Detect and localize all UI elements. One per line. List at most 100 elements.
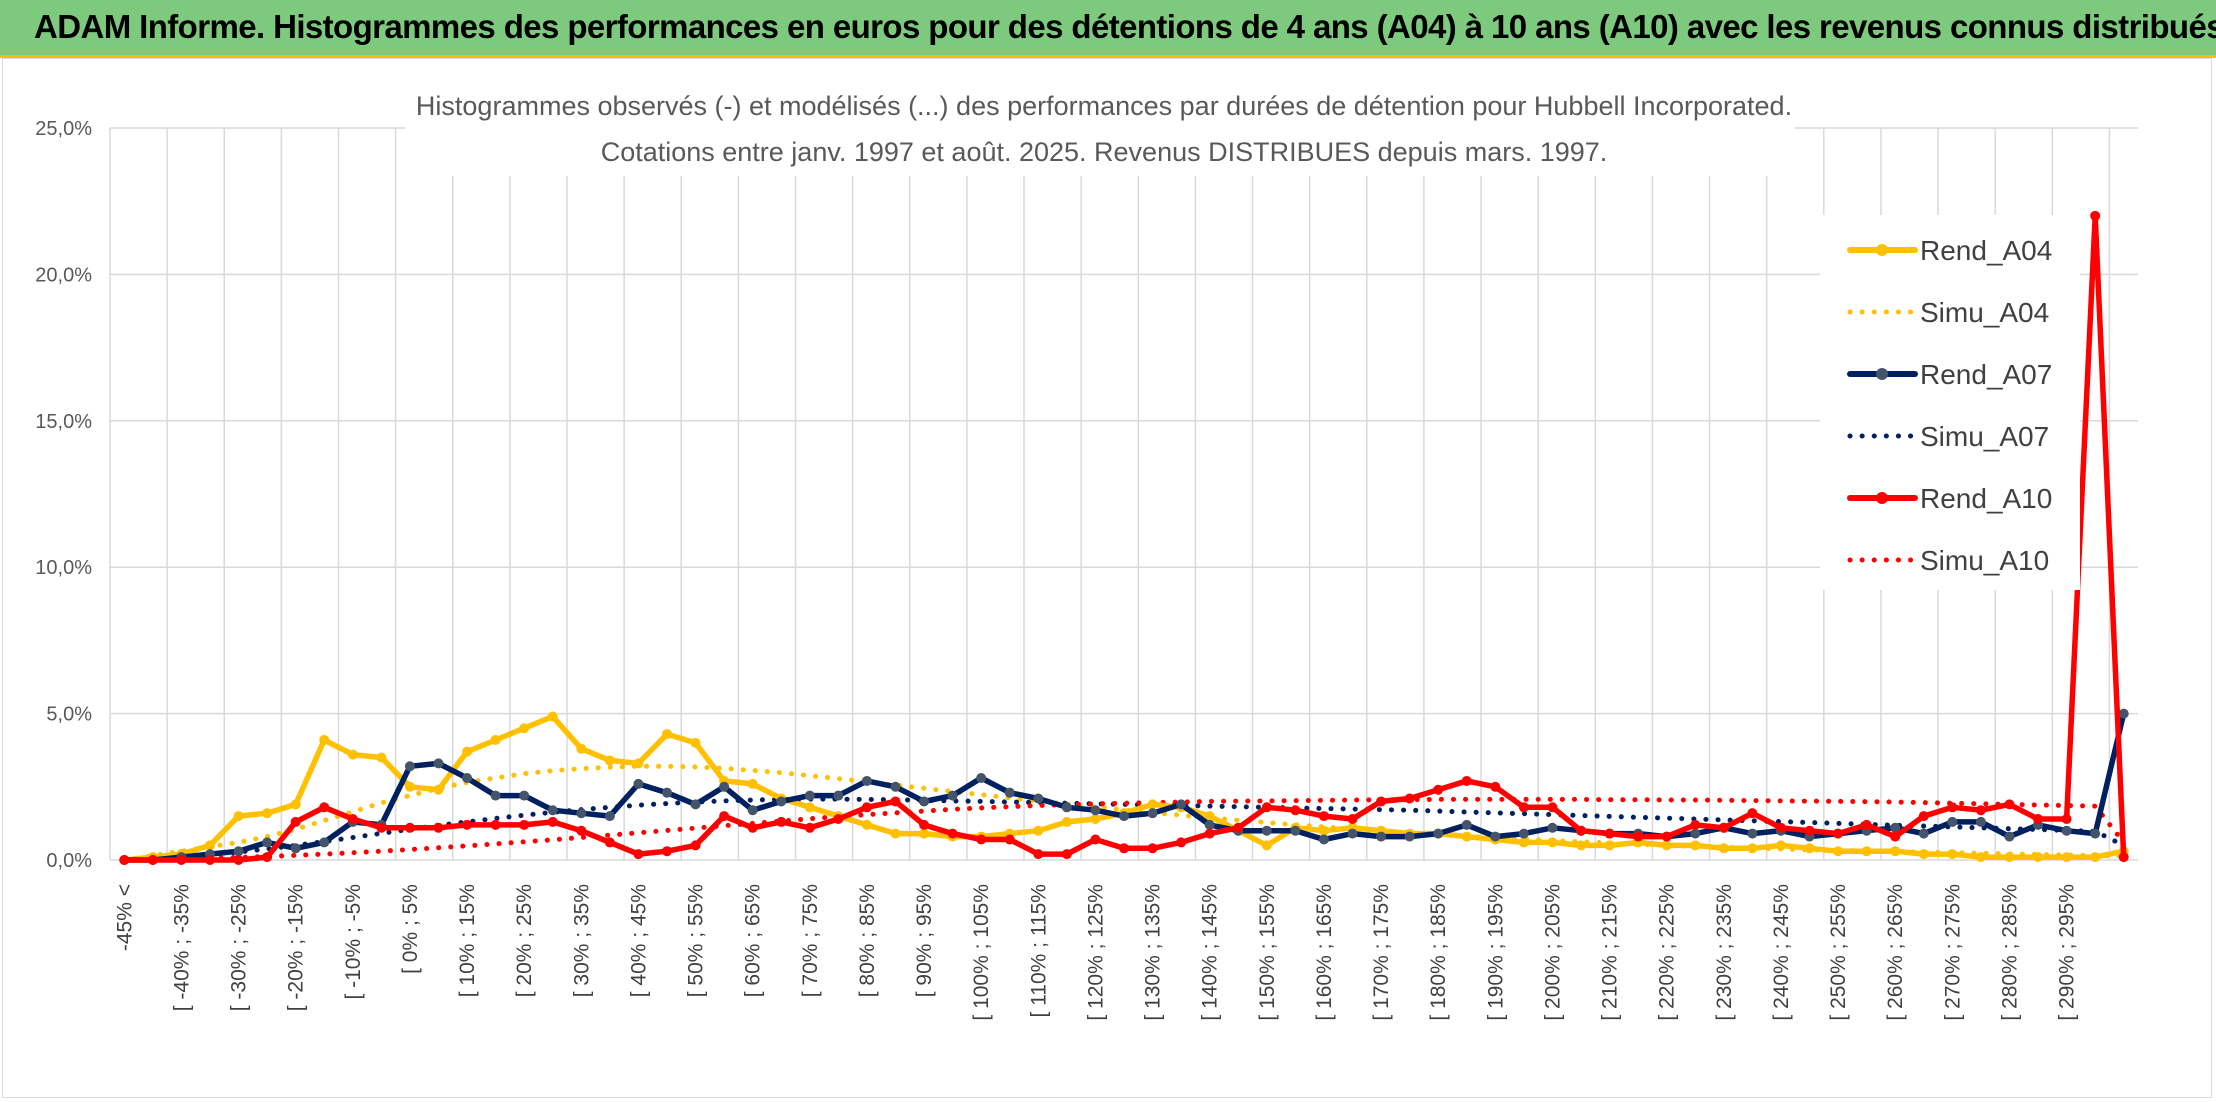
data-point-rend-a07	[1090, 805, 1101, 816]
data-point-rend-a10	[1033, 849, 1044, 860]
series-line-simu-a04	[121, 763, 2127, 863]
legend-label-simu-a10: Simu_A10	[1920, 545, 2049, 576]
data-point-rend-a10	[2004, 799, 2015, 810]
data-point-rend-a07	[462, 773, 473, 784]
x-tick-label: [ 70% ; 75%	[799, 884, 822, 997]
data-point-rend-a10	[1604, 828, 1615, 839]
data-point-rend-a07	[1033, 793, 1044, 804]
data-point-rend-a07	[833, 790, 844, 801]
data-point-rend-a07	[1947, 816, 1958, 827]
data-point-rend-a07	[1404, 831, 1415, 842]
data-point-rend-a10	[147, 855, 158, 865]
data-point-rend-a10	[1547, 802, 1558, 813]
x-tick-label: [ 160% ; 165%	[1313, 884, 1336, 1021]
data-point-rend-a04	[1604, 840, 1615, 851]
data-point-rend-a10	[547, 816, 558, 827]
data-point-rend-a04	[233, 811, 244, 822]
data-point-rend-a04	[1318, 825, 1329, 836]
data-point-rend-a07	[1547, 822, 1558, 833]
data-point-rend-a10	[1290, 805, 1301, 816]
series-line-simu-a10	[121, 796, 2127, 863]
data-point-rend-a07	[2004, 831, 2015, 842]
data-point-rend-a04	[1461, 831, 1472, 842]
legend-label-rend-a10: Rend_A10	[1920, 483, 2052, 514]
data-point-rend-a04	[1833, 846, 1844, 857]
data-point-rend-a07	[1376, 831, 1387, 842]
data-point-rend-a07	[2061, 825, 2072, 836]
y-axis-ticks: 0,0% 5,0% 10,0% 15,0% 20,0% 25,0%	[35, 118, 92, 872]
x-tick-label: [ 200% ; 205%	[1541, 884, 1564, 1021]
data-point-rend-a07	[1004, 787, 1015, 798]
data-point-rend-a07	[576, 808, 587, 819]
x-tick-label: [ 280% ; 285%	[1998, 884, 2021, 1021]
data-point-rend-a10	[1347, 814, 1358, 825]
data-point-rend-a04	[690, 737, 701, 748]
x-tick-label: [ 250% ; 255%	[1827, 884, 1850, 1021]
data-point-rend-a10	[919, 819, 930, 830]
data-point-rend-a10	[604, 837, 615, 848]
legend-marker-rend-a10	[1876, 492, 1888, 504]
data-point-rend-a04	[633, 758, 644, 769]
y-tick-label: 10,0%	[35, 557, 92, 579]
x-tick-label: [ 20% ; 25%	[513, 884, 536, 997]
data-point-rend-a04	[1576, 840, 1587, 851]
data-point-rend-a10	[462, 819, 473, 830]
chart-title-line-1: Histogrammes observés (-) et modélisés (…	[416, 91, 1792, 121]
x-tick-label: [ 260% ; 265%	[1884, 884, 1907, 1021]
data-point-rend-a07	[519, 790, 530, 801]
data-point-rend-a10	[1147, 843, 1158, 854]
data-point-rend-a07	[433, 758, 444, 769]
x-axis-ticks: -45% < [ -40% ; -35% [ -30% ; -25% [ -20% ;…	[113, 884, 2078, 1021]
data-point-rend-a07	[1347, 828, 1358, 839]
data-point-rend-a04	[319, 734, 330, 745]
y-tick-label: 20,0%	[35, 264, 92, 286]
data-point-rend-a04	[490, 734, 501, 745]
data-point-rend-a10	[576, 825, 587, 836]
report-banner: ADAM Informe. Histogrammes des performan…	[0, 0, 2216, 58]
x-tick-label: [ 120% ; 125%	[1084, 884, 1107, 1021]
legend-label-simu-a04: Simu_A04	[1920, 297, 2049, 328]
data-point-rend-a04	[1747, 843, 1758, 854]
chart-title-background	[405, 84, 1795, 176]
data-point-rend-a07	[1918, 828, 1929, 839]
data-point-rend-a04	[347, 749, 358, 760]
data-point-rend-a10	[404, 822, 415, 833]
legend-label-rend-a07: Rend_A07	[1920, 359, 2052, 390]
data-point-rend-a10	[176, 855, 187, 865]
data-point-rend-a07	[861, 775, 872, 786]
x-tick-label: [ -10% ; -5%	[342, 884, 365, 1000]
x-tick-label: [ 90% ; 95%	[913, 884, 936, 997]
x-tick-label: [ 210% ; 215%	[1599, 884, 1622, 1021]
data-point-rend-a04	[404, 781, 415, 792]
data-point-rend-a07	[2118, 708, 2129, 719]
data-point-rend-a04	[919, 828, 930, 839]
data-point-rend-a04	[604, 755, 615, 766]
legend-background	[1820, 215, 2080, 590]
data-point-rend-a10	[690, 840, 701, 851]
y-tick-label: 25,0%	[35, 118, 92, 140]
data-point-rend-a10	[1518, 802, 1529, 813]
data-point-rend-a04	[861, 819, 872, 830]
data-point-rend-a10	[1833, 828, 1844, 839]
data-point-rend-a10	[1404, 793, 1415, 804]
data-point-rend-a04	[1861, 846, 1872, 857]
data-point-rend-a10	[376, 822, 387, 833]
legend-marker-rend-a07	[1876, 368, 1888, 380]
data-point-rend-a07	[1490, 831, 1501, 842]
data-point-rend-a10	[1690, 819, 1701, 830]
data-point-rend-a04	[1890, 846, 1901, 857]
series-line-simu-a07	[121, 796, 2127, 863]
data-point-rend-a07	[1204, 819, 1215, 830]
data-point-rend-a04	[1775, 840, 1786, 851]
data-point-rend-a10	[490, 819, 501, 830]
x-tick-label: [ 50% ; 55%	[685, 884, 708, 997]
data-point-rend-a07	[1518, 828, 1529, 839]
data-point-rend-a04	[1918, 849, 1929, 860]
data-point-rend-a07	[2090, 828, 2101, 839]
data-point-rend-a10	[1261, 802, 1272, 813]
data-point-rend-a04	[1204, 811, 1215, 822]
data-point-rend-a04	[661, 729, 672, 740]
data-point-rend-a10	[661, 846, 672, 857]
data-point-rend-a10	[1947, 802, 1958, 813]
